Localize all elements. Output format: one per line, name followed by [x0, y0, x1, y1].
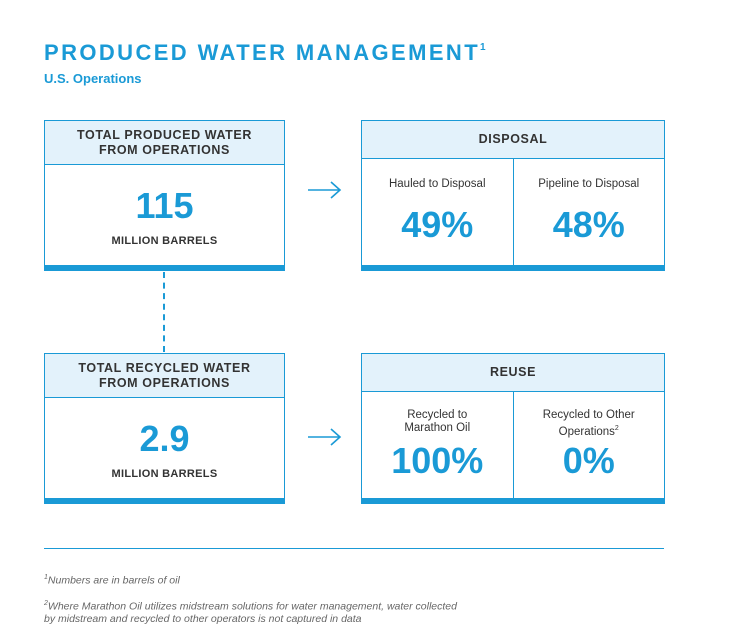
reuse-marathon-value: 100%	[391, 440, 484, 481]
disposal-hauled-value: 49%	[401, 204, 474, 245]
footnote-2-line-2: by midstream and recycled to other opera…	[44, 612, 362, 625]
divider	[44, 548, 664, 549]
disposal-pipeline-label: Pipeline to Disposal	[538, 178, 640, 190]
footnote-2-mark: 2	[44, 600, 48, 607]
footnote-1-text: Numbers are in barrels of oil	[47, 574, 180, 587]
disposal-hauled-label: Hauled to Disposal	[388, 178, 486, 190]
reuse-other-label-text: Recycled to Other Operations	[542, 409, 635, 438]
recycled-water-unit: MILLION BARRELS	[111, 468, 218, 480]
reuse-other-value: 0%	[562, 440, 615, 481]
title-footnote-mark: 1	[480, 41, 486, 53]
reuse-other-footnote-mark: 2	[614, 425, 619, 432]
disposal-box: DISPOSAL Hauled to Disposal 49% Pipeline…	[361, 120, 665, 271]
arrow-right-icon	[308, 428, 342, 446]
disposal-pipeline-value: 48%	[552, 204, 625, 245]
produced-water-unit: MILLION BARRELS	[111, 235, 218, 247]
produced-water-value: 115	[135, 185, 194, 226]
page-title: PRODUCED WATER MANAGEMENT1	[44, 40, 486, 66]
footnote-2-line-1: Where Marathon Oil utilizes midstream so…	[47, 600, 457, 613]
page-title-text: PRODUCED WATER MANAGEMENT	[44, 40, 481, 65]
produced-water-box: TOTAL PRODUCED WATER FROM OPERATIONS 115…	[44, 120, 285, 271]
reuse-marathon: Recycled to Marathon Oil 100%	[362, 392, 513, 498]
reuse-heading: REUSE	[362, 354, 664, 392]
reuse-marathon-label: Recycled to Marathon Oil	[404, 409, 471, 434]
disposal-pipeline: Pipeline to Disposal 48%	[512, 159, 665, 265]
disposal-heading: DISPOSAL	[362, 121, 664, 159]
reuse-other-label: Recycled to Other Operations2	[514, 409, 665, 439]
reuse-box: REUSE Recycled to Marathon Oil 100% Recy…	[361, 353, 665, 504]
arrow-right-icon	[308, 181, 342, 199]
footnote-1-mark: 1	[44, 574, 48, 581]
footnote-1: 1Numbers are in barrels of oil	[44, 572, 180, 587]
disposal-hauled: Hauled to Disposal 49%	[362, 159, 513, 265]
recycled-water-value: 2.9	[139, 418, 190, 459]
page-subtitle: U.S. Operations	[44, 71, 142, 86]
recycled-water-box: TOTAL RECYCLED WATER FROM OPERATIONS 2.9…	[44, 353, 285, 504]
dashed-connector	[163, 272, 165, 352]
footnote-2: 2Where Marathon Oil utilizes midstream s…	[44, 598, 457, 625]
reuse-other: Recycled to Other Operations2 0%	[512, 392, 665, 498]
recycled-water-heading: TOTAL RECYCLED WATER FROM OPERATIONS	[45, 354, 284, 398]
produced-water-heading: TOTAL PRODUCED WATER FROM OPERATIONS	[45, 121, 284, 165]
